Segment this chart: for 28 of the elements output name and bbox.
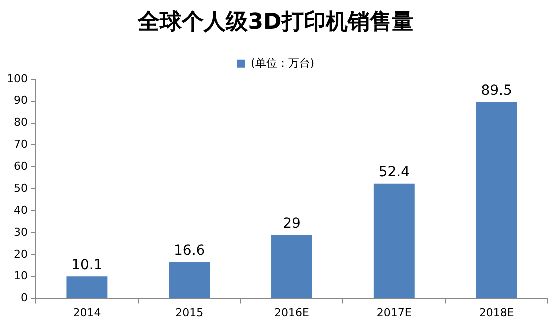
- bar: [66, 276, 108, 298]
- y-tick-label: 60: [14, 160, 28, 174]
- x-tick-label: 2018E: [479, 306, 514, 320]
- y-tick-label: 0: [20, 292, 28, 305]
- bar: [272, 235, 312, 298]
- y-tick-label: 50: [14, 182, 28, 195]
- data-label: 29: [283, 216, 301, 232]
- data-label: 89.5: [481, 83, 512, 100]
- data-label: 16.6: [174, 243, 206, 260]
- bar: [374, 184, 415, 298]
- x-tick-label: 2015: [176, 306, 204, 320]
- x-tick-label: 2014: [73, 306, 102, 320]
- chart-title: 全球个人级3D打印机销售量: [137, 10, 414, 35]
- y-tick-label: 10: [14, 270, 28, 283]
- x-tick-label: 2017E: [376, 306, 412, 320]
- y-tick-label: 100: [6, 72, 28, 86]
- y-tick-label: 30: [14, 226, 28, 239]
- bar: [476, 102, 518, 298]
- y-tick-label: 90: [14, 94, 28, 108]
- y-tick-label: 80: [14, 116, 28, 130]
- data-label: 10.1: [72, 257, 103, 274]
- y-tick-label: 20: [14, 248, 28, 261]
- bar: [169, 262, 210, 298]
- y-tick-label: 70: [14, 138, 28, 152]
- legend-label: (单位：万台): [250, 56, 315, 70]
- y-tick-label: 40: [14, 204, 28, 217]
- x-tick-label: 2016E: [274, 306, 310, 320]
- data-label: 52.4: [378, 164, 410, 180]
